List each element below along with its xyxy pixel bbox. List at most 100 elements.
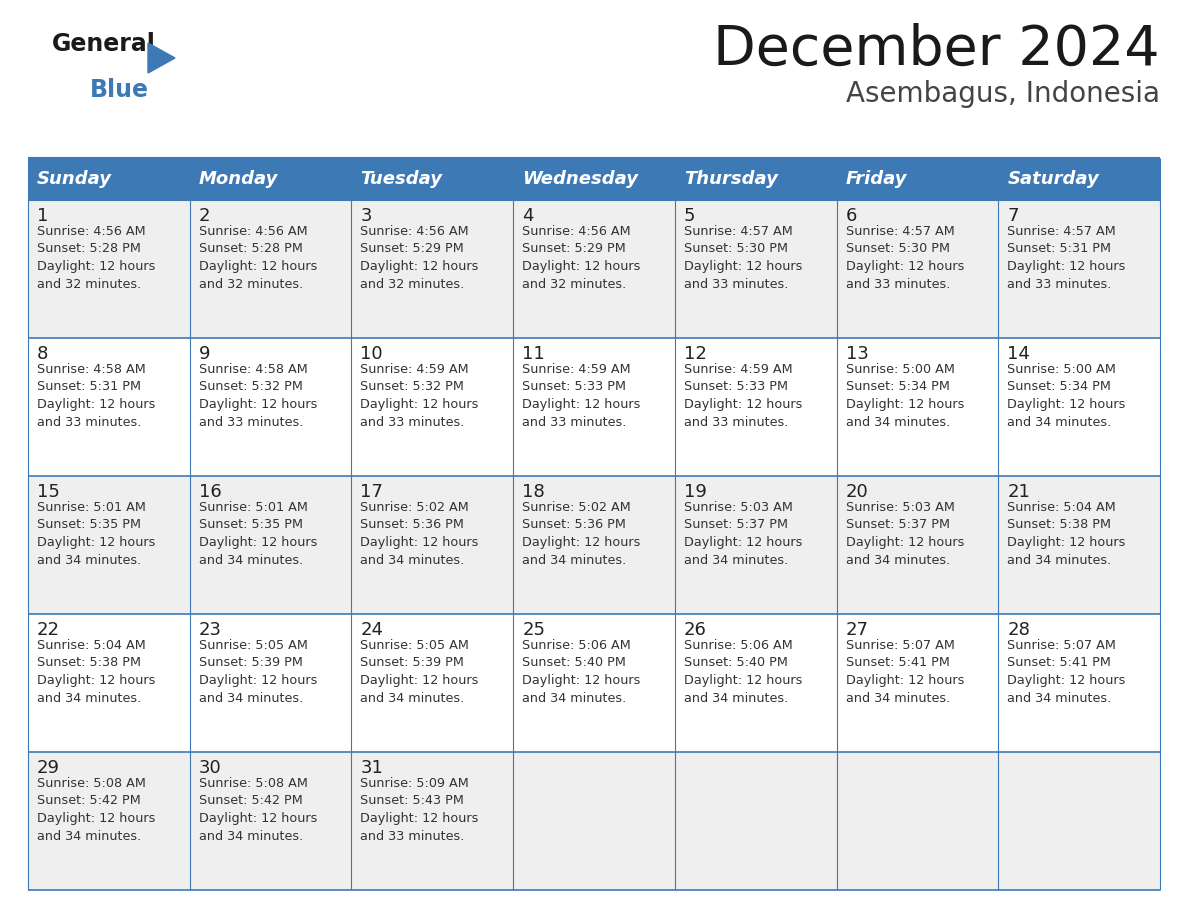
Bar	[836, 752, 998, 890]
Text: Sunrise: 5:01 AM
Sunset: 5:35 PM
Daylight: 12 hours
and 34 minutes.: Sunrise: 5:01 AM Sunset: 5:35 PM Dayligh…	[37, 501, 156, 566]
Text: 27: 27	[846, 621, 868, 639]
Text: 6: 6	[846, 207, 857, 225]
Polygon shape	[148, 43, 175, 73]
Text: 17: 17	[360, 483, 384, 501]
Text: 13: 13	[846, 345, 868, 363]
Text: Monday: Monday	[198, 170, 278, 188]
Bar	[836, 158, 998, 200]
Text: 16: 16	[198, 483, 221, 501]
Text: Sunrise: 5:01 AM
Sunset: 5:35 PM
Daylight: 12 hours
and 34 minutes.: Sunrise: 5:01 AM Sunset: 5:35 PM Dayligh…	[198, 501, 317, 566]
Text: Sunrise: 5:00 AM
Sunset: 5:34 PM
Daylight: 12 hours
and 34 minutes.: Sunrise: 5:00 AM Sunset: 5:34 PM Dayligh…	[1007, 363, 1126, 429]
Text: Sunrise: 4:58 AM
Sunset: 5:32 PM
Daylight: 12 hours
and 33 minutes.: Sunrise: 4:58 AM Sunset: 5:32 PM Dayligh…	[198, 363, 317, 429]
Text: Blue: Blue	[90, 78, 148, 102]
Bar	[836, 476, 998, 614]
Text: Sunrise: 5:02 AM
Sunset: 5:36 PM
Daylight: 12 hours
and 34 minutes.: Sunrise: 5:02 AM Sunset: 5:36 PM Dayligh…	[360, 501, 479, 566]
Text: Sunrise: 4:59 AM
Sunset: 5:33 PM
Daylight: 12 hours
and 33 minutes.: Sunrise: 4:59 AM Sunset: 5:33 PM Dayligh…	[523, 363, 640, 429]
Text: 10: 10	[360, 345, 383, 363]
Bar	[352, 200, 513, 338]
Text: Sunrise: 4:59 AM
Sunset: 5:32 PM
Daylight: 12 hours
and 33 minutes.: Sunrise: 4:59 AM Sunset: 5:32 PM Dayligh…	[360, 363, 479, 429]
Text: Sunrise: 5:02 AM
Sunset: 5:36 PM
Daylight: 12 hours
and 34 minutes.: Sunrise: 5:02 AM Sunset: 5:36 PM Dayligh…	[523, 501, 640, 566]
Text: Sunrise: 5:00 AM
Sunset: 5:34 PM
Daylight: 12 hours
and 34 minutes.: Sunrise: 5:00 AM Sunset: 5:34 PM Dayligh…	[846, 363, 963, 429]
Bar	[190, 476, 352, 614]
Text: Sunrise: 5:05 AM
Sunset: 5:39 PM
Daylight: 12 hours
and 34 minutes.: Sunrise: 5:05 AM Sunset: 5:39 PM Dayligh…	[360, 639, 479, 704]
Text: 3: 3	[360, 207, 372, 225]
Text: Sunrise: 5:09 AM
Sunset: 5:43 PM
Daylight: 12 hours
and 33 minutes.: Sunrise: 5:09 AM Sunset: 5:43 PM Dayligh…	[360, 777, 479, 843]
Text: 7: 7	[1007, 207, 1019, 225]
Text: 25: 25	[523, 621, 545, 639]
Bar	[29, 338, 190, 476]
Text: Thursday: Thursday	[684, 170, 778, 188]
Text: Sunrise: 5:05 AM
Sunset: 5:39 PM
Daylight: 12 hours
and 34 minutes.: Sunrise: 5:05 AM Sunset: 5:39 PM Dayligh…	[198, 639, 317, 704]
Text: Sunrise: 4:56 AM
Sunset: 5:28 PM
Daylight: 12 hours
and 32 minutes.: Sunrise: 4:56 AM Sunset: 5:28 PM Dayligh…	[37, 225, 156, 290]
Bar	[675, 158, 836, 200]
Bar	[998, 158, 1159, 200]
Text: 24: 24	[360, 621, 384, 639]
Text: Sunrise: 5:04 AM
Sunset: 5:38 PM
Daylight: 12 hours
and 34 minutes.: Sunrise: 5:04 AM Sunset: 5:38 PM Dayligh…	[1007, 501, 1126, 566]
Text: Sunrise: 4:56 AM
Sunset: 5:28 PM
Daylight: 12 hours
and 32 minutes.: Sunrise: 4:56 AM Sunset: 5:28 PM Dayligh…	[198, 225, 317, 290]
Text: Asembagus, Indonesia: Asembagus, Indonesia	[846, 80, 1159, 108]
Bar	[675, 200, 836, 338]
Text: Sunrise: 4:59 AM
Sunset: 5:33 PM
Daylight: 12 hours
and 33 minutes.: Sunrise: 4:59 AM Sunset: 5:33 PM Dayligh…	[684, 363, 802, 429]
Bar	[29, 200, 190, 338]
Text: Sunrise: 4:56 AM
Sunset: 5:29 PM
Daylight: 12 hours
and 32 minutes.: Sunrise: 4:56 AM Sunset: 5:29 PM Dayligh…	[523, 225, 640, 290]
Bar	[352, 614, 513, 752]
Text: 11: 11	[523, 345, 545, 363]
Text: 21: 21	[1007, 483, 1030, 501]
Text: Sunrise: 4:56 AM
Sunset: 5:29 PM
Daylight: 12 hours
and 32 minutes.: Sunrise: 4:56 AM Sunset: 5:29 PM Dayligh…	[360, 225, 479, 290]
Bar	[190, 200, 352, 338]
Bar	[836, 614, 998, 752]
Text: Friday: Friday	[846, 170, 908, 188]
Text: 20: 20	[846, 483, 868, 501]
Text: Sunrise: 5:06 AM
Sunset: 5:40 PM
Daylight: 12 hours
and 34 minutes.: Sunrise: 5:06 AM Sunset: 5:40 PM Dayligh…	[684, 639, 802, 704]
Text: 15: 15	[37, 483, 59, 501]
Bar	[513, 338, 675, 476]
Text: Sunrise: 5:06 AM
Sunset: 5:40 PM
Daylight: 12 hours
and 34 minutes.: Sunrise: 5:06 AM Sunset: 5:40 PM Dayligh…	[523, 639, 640, 704]
Bar	[190, 752, 352, 890]
Bar	[513, 614, 675, 752]
Bar	[352, 476, 513, 614]
Text: 23: 23	[198, 621, 222, 639]
Text: Sunrise: 5:04 AM
Sunset: 5:38 PM
Daylight: 12 hours
and 34 minutes.: Sunrise: 5:04 AM Sunset: 5:38 PM Dayligh…	[37, 639, 156, 704]
Bar	[675, 752, 836, 890]
Text: 29: 29	[37, 759, 61, 777]
Text: Sunrise: 4:57 AM
Sunset: 5:31 PM
Daylight: 12 hours
and 33 minutes.: Sunrise: 4:57 AM Sunset: 5:31 PM Dayligh…	[1007, 225, 1126, 290]
Text: Sunrise: 4:58 AM
Sunset: 5:31 PM
Daylight: 12 hours
and 33 minutes.: Sunrise: 4:58 AM Sunset: 5:31 PM Dayligh…	[37, 363, 156, 429]
Bar	[998, 338, 1159, 476]
Bar	[675, 338, 836, 476]
Text: Sunrise: 4:57 AM
Sunset: 5:30 PM
Daylight: 12 hours
and 33 minutes.: Sunrise: 4:57 AM Sunset: 5:30 PM Dayligh…	[684, 225, 802, 290]
Bar	[513, 476, 675, 614]
Bar	[998, 614, 1159, 752]
Bar	[836, 200, 998, 338]
Bar	[836, 338, 998, 476]
Bar	[513, 200, 675, 338]
Bar	[352, 338, 513, 476]
Text: Sunrise: 5:07 AM
Sunset: 5:41 PM
Daylight: 12 hours
and 34 minutes.: Sunrise: 5:07 AM Sunset: 5:41 PM Dayligh…	[1007, 639, 1126, 704]
Text: Sunrise: 5:08 AM
Sunset: 5:42 PM
Daylight: 12 hours
and 34 minutes.: Sunrise: 5:08 AM Sunset: 5:42 PM Dayligh…	[37, 777, 156, 843]
Text: Sunday: Sunday	[37, 170, 112, 188]
Text: 19: 19	[684, 483, 707, 501]
Text: Sunrise: 4:57 AM
Sunset: 5:30 PM
Daylight: 12 hours
and 33 minutes.: Sunrise: 4:57 AM Sunset: 5:30 PM Dayligh…	[846, 225, 963, 290]
Text: General: General	[52, 32, 156, 56]
Text: Sunrise: 5:03 AM
Sunset: 5:37 PM
Daylight: 12 hours
and 34 minutes.: Sunrise: 5:03 AM Sunset: 5:37 PM Dayligh…	[846, 501, 963, 566]
Text: 12: 12	[684, 345, 707, 363]
Text: Tuesday: Tuesday	[360, 170, 442, 188]
Text: Sunrise: 5:03 AM
Sunset: 5:37 PM
Daylight: 12 hours
and 34 minutes.: Sunrise: 5:03 AM Sunset: 5:37 PM Dayligh…	[684, 501, 802, 566]
Text: 18: 18	[523, 483, 545, 501]
Text: 28: 28	[1007, 621, 1030, 639]
Bar	[29, 158, 190, 200]
Text: 14: 14	[1007, 345, 1030, 363]
Text: 22: 22	[37, 621, 61, 639]
Text: Sunrise: 5:08 AM
Sunset: 5:42 PM
Daylight: 12 hours
and 34 minutes.: Sunrise: 5:08 AM Sunset: 5:42 PM Dayligh…	[198, 777, 317, 843]
Bar	[190, 614, 352, 752]
Bar	[190, 338, 352, 476]
Text: 8: 8	[37, 345, 49, 363]
Bar	[675, 614, 836, 752]
Bar	[998, 476, 1159, 614]
Bar	[998, 752, 1159, 890]
Bar	[29, 752, 190, 890]
Bar	[190, 158, 352, 200]
Bar	[352, 158, 513, 200]
Text: Wednesday: Wednesday	[523, 170, 638, 188]
Text: 4: 4	[523, 207, 533, 225]
Text: 5: 5	[684, 207, 695, 225]
